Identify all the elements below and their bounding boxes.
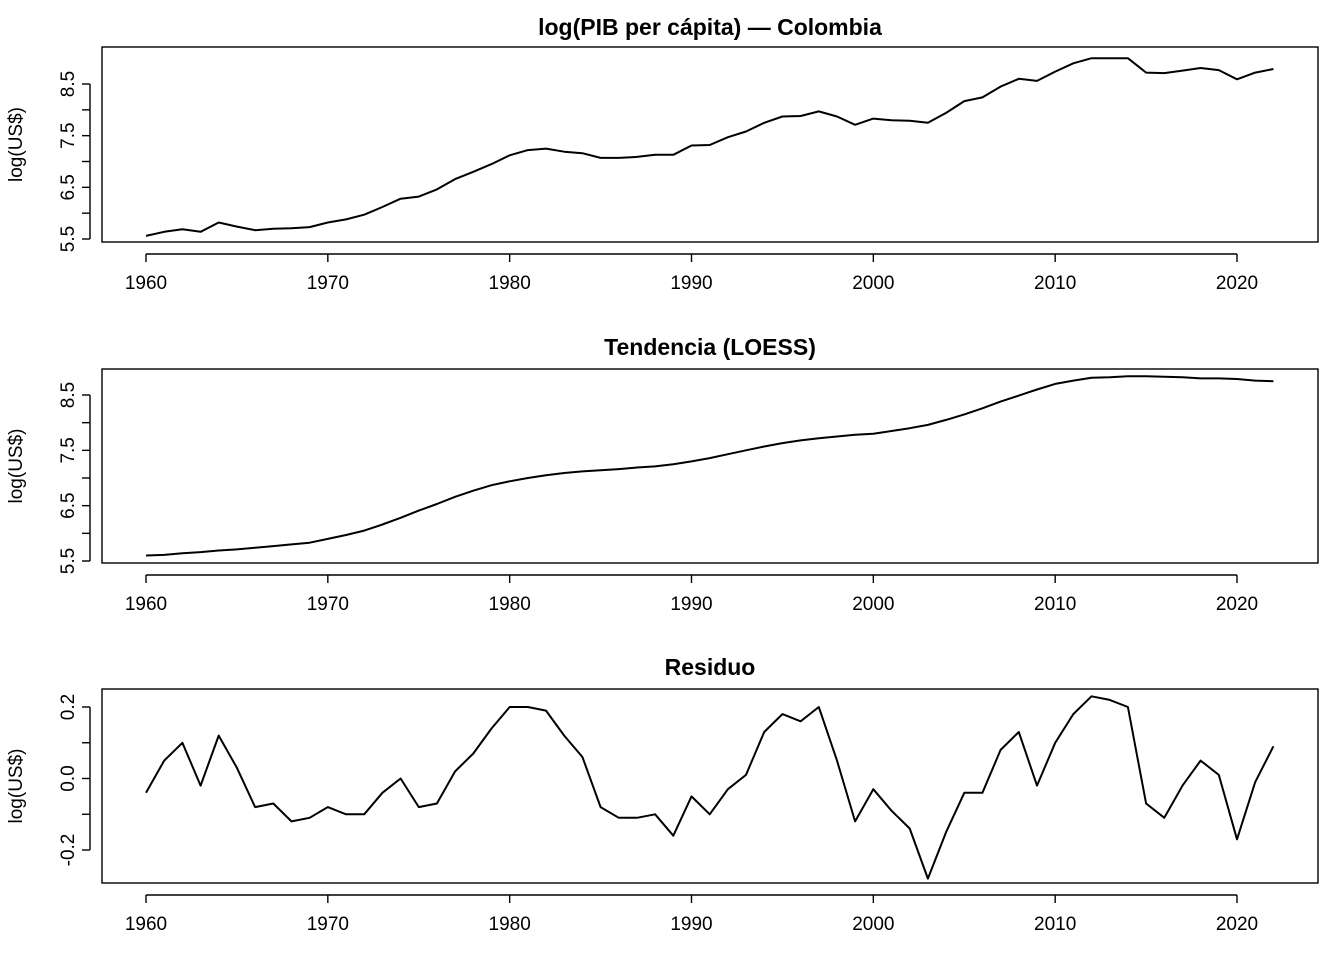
x-tick-label: 1990 <box>670 594 712 615</box>
x-tick-label: 1960 <box>125 594 167 615</box>
plot-frame <box>101 46 1319 243</box>
y-tick-label: 6.5 <box>58 174 79 200</box>
series-line-1 <box>145 695 1275 880</box>
y-tick-label: 8.5 <box>58 382 79 408</box>
chart-title: log(PIB per cápita) — Colombia <box>538 14 882 40</box>
chart-panel-1: log(PIB per cápita) — Colombia log(US$) 19… <box>6 14 1319 294</box>
x-tick-label: 1970 <box>307 594 349 615</box>
y-tick-label: 0.2 <box>58 694 79 720</box>
y-tick-label: 0.0 <box>58 765 79 791</box>
series-line-1 <box>145 375 1274 557</box>
chart-panel-3: Residuo log(US$) 1960 1970 1980 1990 2000 2010 2… <box>6 654 1319 935</box>
plot-frame <box>101 688 1319 884</box>
x-tick-label: 1990 <box>670 914 712 935</box>
y-tick-label: 7.5 <box>58 122 79 148</box>
series-line-1 <box>145 57 1274 237</box>
y-tick-label: 5.5 <box>58 226 79 252</box>
x-tick-label: 1960 <box>125 914 167 935</box>
x-tick-label: 2000 <box>852 273 894 294</box>
x-tick-label: 2000 <box>852 914 894 935</box>
x-tick-label: 1960 <box>125 273 167 294</box>
y-tick-label: 5.5 <box>58 548 79 574</box>
x-tick-label: 2000 <box>852 594 894 615</box>
y-tick-label: -0.2 <box>58 834 79 867</box>
y-tick-label: 6.5 <box>58 492 79 518</box>
plot-frame <box>101 368 1319 564</box>
y-axis-label: log(US$) <box>6 749 27 824</box>
x-tick-label: 1980 <box>489 594 531 615</box>
x-tick-label: 2010 <box>1034 914 1076 935</box>
x-tick-label: 1980 <box>489 914 531 935</box>
chart-panel-2: Tendencia (LOESS) log(US$) 1960 1970 1980 199… <box>6 334 1319 615</box>
x-tick-label: 2020 <box>1216 273 1258 294</box>
x-tick-label: 2020 <box>1216 914 1258 935</box>
chart-title: Tendencia (LOESS) <box>604 334 816 360</box>
x-tick-label: 2020 <box>1216 594 1258 615</box>
x-tick-label: 1970 <box>307 914 349 935</box>
y-tick-label: 8.5 <box>58 71 79 97</box>
x-tick-label: 1980 <box>489 273 531 294</box>
x-tick-label: 1970 <box>307 273 349 294</box>
y-tick-label: 7.5 <box>58 437 79 463</box>
x-tick-label: 1990 <box>670 273 712 294</box>
y-axis-label: log(US$) <box>6 107 27 182</box>
y-axis-label: log(US$) <box>6 429 27 504</box>
x-tick-label: 2010 <box>1034 273 1076 294</box>
x-tick-label: 2010 <box>1034 594 1076 615</box>
chart-title: Residuo <box>665 654 756 680</box>
